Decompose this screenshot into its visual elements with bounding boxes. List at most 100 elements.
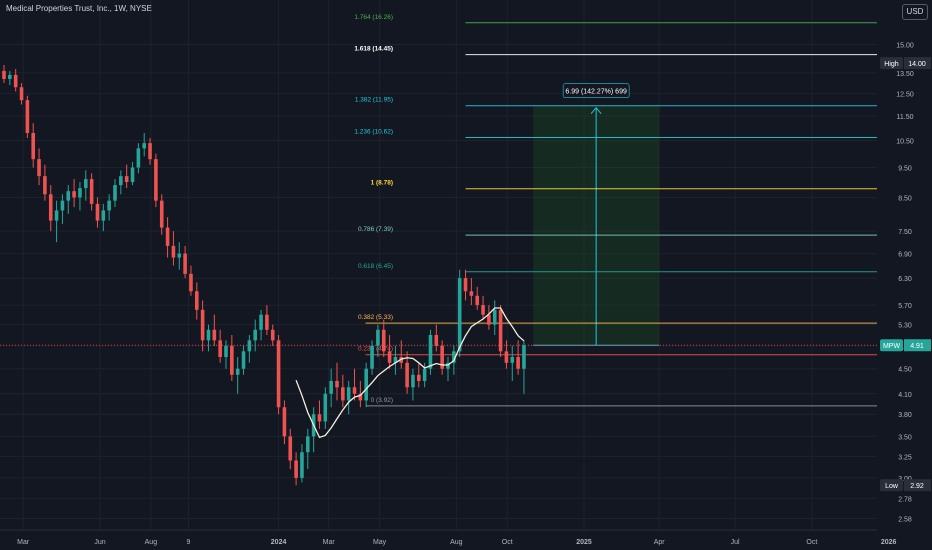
candle-body — [259, 314, 263, 330]
candle — [154, 153, 158, 208]
candle — [8, 70, 12, 86]
candle-body — [370, 345, 374, 369]
candle — [95, 197, 100, 228]
candle-body — [335, 380, 339, 388]
candle — [72, 179, 76, 208]
candle — [440, 340, 444, 375]
candle — [381, 319, 386, 358]
candle — [329, 368, 333, 408]
candle-body — [282, 407, 287, 437]
candle — [148, 138, 152, 165]
price-axis-tick: 8.50 — [898, 195, 912, 202]
candle-body — [130, 167, 135, 183]
measure-label: 6.99 (142.27%) 699 — [562, 83, 630, 99]
candle-body — [31, 132, 36, 160]
candle — [352, 368, 357, 401]
candle-body — [189, 273, 193, 292]
candle — [31, 123, 36, 168]
price-axis-tick: 4.10 — [898, 392, 912, 399]
candle-body — [165, 227, 170, 246]
candle-body — [317, 414, 322, 422]
price-axis-tick: 6.30 — [898, 276, 912, 283]
time-axis-tick: Jul — [731, 539, 740, 546]
candle-body — [294, 460, 298, 478]
candle-body — [247, 340, 252, 352]
candle — [142, 132, 147, 157]
candle — [323, 387, 328, 429]
candle — [387, 335, 392, 369]
currency-button[interactable]: USD — [902, 4, 928, 20]
candle-body — [83, 179, 88, 189]
candle — [159, 194, 164, 235]
fib-level-label: 0.618 (6.45) — [358, 263, 393, 270]
candle-body — [457, 278, 462, 352]
candle-body — [159, 200, 164, 228]
candle-body — [177, 253, 182, 258]
candle — [487, 305, 491, 330]
candle-body — [481, 305, 485, 315]
candle — [19, 83, 24, 105]
candle — [481, 295, 485, 320]
moving-average-line — [295, 307, 525, 439]
price-axis-tick: 15.00 — [896, 43, 914, 50]
candle — [78, 182, 82, 211]
candle — [165, 217, 170, 258]
candle — [183, 245, 187, 279]
candle-body — [305, 436, 310, 453]
candle-body — [95, 203, 100, 221]
candle-body — [154, 159, 158, 201]
candle-body — [428, 335, 433, 369]
candle-body — [346, 387, 351, 401]
price-axis — [877, 0, 932, 550]
time-axis-tick: Mar — [323, 539, 336, 546]
candle — [66, 185, 71, 214]
low-badge-label: Low — [885, 483, 899, 490]
candle — [43, 164, 47, 201]
candle — [416, 362, 421, 388]
candle — [194, 282, 199, 320]
candle-body — [8, 74, 12, 79]
candle-body — [376, 329, 380, 346]
candle-body — [66, 191, 71, 201]
candle-body — [235, 368, 240, 375]
candle-body — [119, 176, 123, 186]
candle-body — [136, 148, 141, 168]
candle-body — [522, 345, 526, 369]
candle — [428, 329, 433, 375]
price-axis-tick: 3.80 — [898, 412, 912, 419]
candle — [136, 143, 141, 174]
time-axis-tick: Apr — [654, 539, 666, 546]
candle — [2, 65, 6, 84]
candle-body — [48, 194, 53, 221]
time-axis-tick: Jun — [94, 539, 105, 546]
candle — [224, 340, 228, 369]
candle-body — [405, 362, 409, 388]
candle — [346, 380, 351, 415]
candle — [200, 300, 205, 352]
time-axis — [0, 529, 877, 550]
candle-body — [206, 329, 211, 341]
candle — [177, 242, 182, 270]
candle — [358, 380, 363, 408]
candle — [259, 309, 263, 341]
last-price-badge-label: MPW — [883, 343, 901, 350]
candle-body — [253, 329, 258, 341]
candle-body — [43, 176, 47, 195]
candle — [434, 324, 439, 352]
candle — [492, 300, 497, 336]
candle — [270, 324, 275, 346]
candle — [276, 335, 281, 415]
candle — [370, 340, 374, 375]
time-axis-bg — [0, 530, 877, 550]
candle-body — [422, 368, 427, 381]
candle — [341, 374, 345, 408]
price-axis-tick: 7.50 — [898, 229, 912, 236]
candle — [411, 368, 415, 401]
time-axis-tick: 2026 — [881, 539, 897, 546]
candle-body — [171, 245, 176, 258]
candle-body — [265, 314, 269, 330]
time-axis-tick: May — [373, 539, 387, 546]
price-axis-tick: 2.58 — [898, 517, 912, 524]
price-axis-tick: 11.50 — [897, 114, 914, 121]
